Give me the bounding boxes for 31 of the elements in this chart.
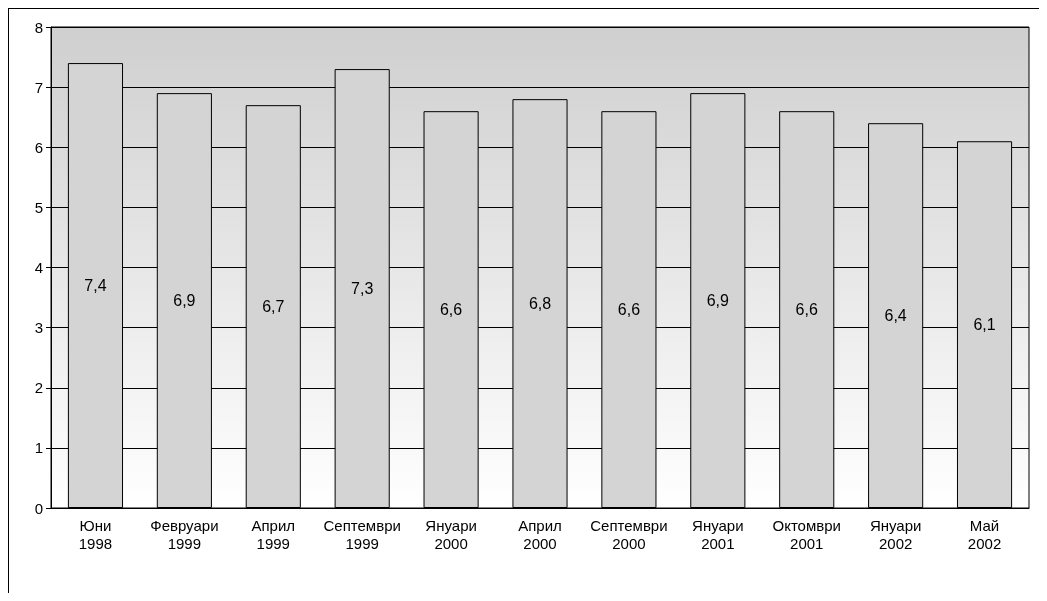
y-tick-label: 8 [34, 18, 43, 36]
x-tick-label: Януари 2001 [692, 516, 744, 552]
data-label: 6,6 [617, 301, 641, 319]
data-label: 6,4 [884, 307, 907, 325]
y-tick-label: 4 [34, 259, 43, 276]
y-tick-label: 7 [34, 78, 43, 96]
y-tick-label: 2 [34, 379, 43, 397]
data-label: 6,7 [262, 298, 285, 316]
x-tick-label: Септември 2000 [590, 516, 668, 552]
x-tick-label: Април 2000 [518, 516, 562, 552]
data-label: 7,3 [351, 280, 374, 298]
x-tick-label: Октомври 2001 [772, 516, 841, 552]
y-tick-label: 5 [34, 198, 43, 216]
y-tick-label: 0 [34, 499, 43, 517]
x-tick-label: Януари 2002 [869, 516, 922, 552]
data-label: 6,1 [973, 316, 996, 334]
x-tick-label: Февруари 1999 [150, 516, 219, 552]
x-tick-label: Септември 1999 [323, 516, 401, 552]
x-tick-label: Май 2002 [967, 516, 1002, 552]
y-tick-label: 6 [34, 138, 43, 156]
x-tick-label: Април 1999 [251, 516, 296, 552]
y-tick-label: 1 [34, 439, 43, 457]
data-label: 6,8 [528, 295, 552, 313]
x-tick-label: Юни 1998 [78, 516, 113, 552]
data-label: 7,4 [84, 277, 107, 295]
y-tick-label: 3 [34, 319, 43, 337]
data-label: 6,9 [173, 292, 196, 310]
x-tick-label: Януари 2000 [425, 516, 477, 552]
data-label: 6,6 [439, 301, 463, 319]
data-label: 6,6 [795, 301, 818, 319]
data-label: 6,9 [706, 292, 730, 310]
